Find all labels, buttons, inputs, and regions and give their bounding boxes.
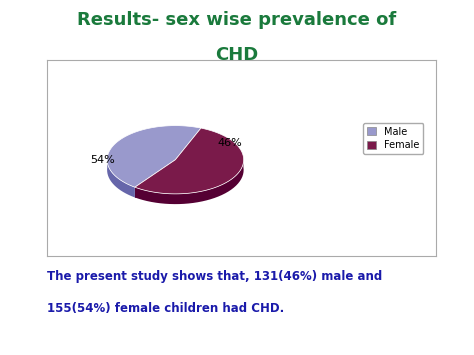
Polygon shape xyxy=(107,126,201,187)
Text: CHD: CHD xyxy=(215,46,259,64)
Polygon shape xyxy=(135,157,244,204)
Polygon shape xyxy=(107,158,135,197)
Text: 54%: 54% xyxy=(90,155,115,165)
Text: Results- sex wise prevalence of: Results- sex wise prevalence of xyxy=(77,11,397,29)
Text: 46%: 46% xyxy=(218,138,243,148)
Text: The present study shows that, 131(46%) male and: The present study shows that, 131(46%) m… xyxy=(47,270,383,283)
Legend: Male, Female: Male, Female xyxy=(363,122,423,154)
Polygon shape xyxy=(135,128,244,194)
Text: 155(54%) female children had CHD.: 155(54%) female children had CHD. xyxy=(47,302,285,315)
